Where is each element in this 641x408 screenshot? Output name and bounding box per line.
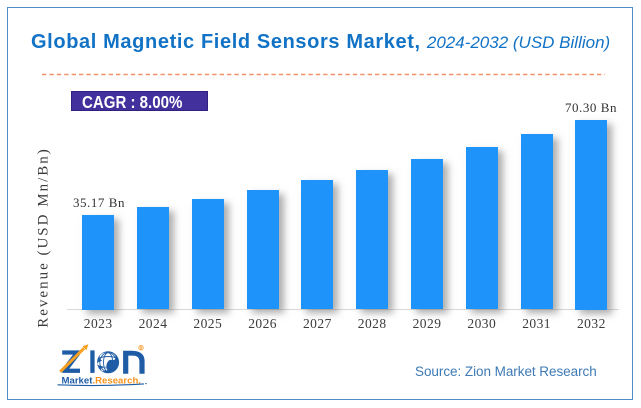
svg-text:R: R — [140, 346, 143, 350]
svg-text:Market.Research.: Market.Research. — [62, 375, 141, 386]
